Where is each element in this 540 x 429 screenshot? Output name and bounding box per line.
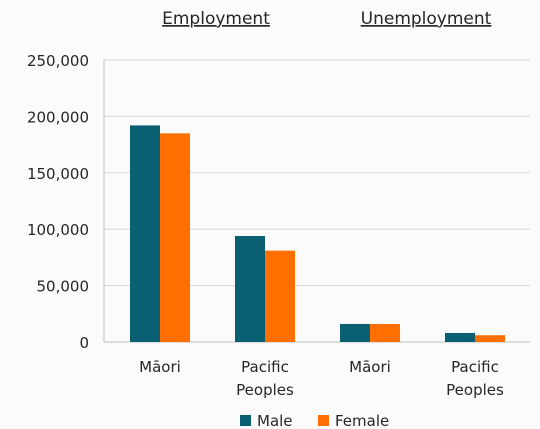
bar-female-3 (475, 335, 505, 342)
legend-label-male: Male (257, 412, 293, 429)
x-tick-label: Pacific (241, 358, 289, 376)
bar-female-1 (265, 250, 295, 342)
x-tick-label: Pacific (451, 358, 499, 376)
group-header-unemployment: Unemployment (361, 9, 492, 29)
legend-swatch-female (318, 415, 329, 426)
bar-male-1 (235, 235, 265, 342)
x-tick-label: Peoples (446, 381, 504, 399)
y-tick-label: 0 (79, 334, 89, 352)
y-tick-label: 50,000 (37, 278, 90, 296)
legend-swatch-male (240, 415, 251, 426)
y-tick-label: 100,000 (27, 221, 89, 239)
y-tick-label: 250,000 (27, 52, 89, 70)
bar-male-2 (340, 323, 370, 342)
group-header-employment: Employment (162, 9, 270, 29)
bar-male-3 (445, 332, 475, 342)
y-tick-label: 150,000 (27, 165, 89, 183)
x-tick-label: Peoples (236, 381, 294, 399)
bar-male-0 (130, 125, 160, 342)
x-tick-label: Māori (349, 358, 391, 376)
bar-female-2 (370, 323, 400, 342)
x-tick-label: Māori (139, 358, 181, 376)
legend-label-female: Female (335, 412, 389, 429)
y-tick-label: 200,000 (27, 108, 89, 126)
bar-female-0 (160, 133, 190, 342)
